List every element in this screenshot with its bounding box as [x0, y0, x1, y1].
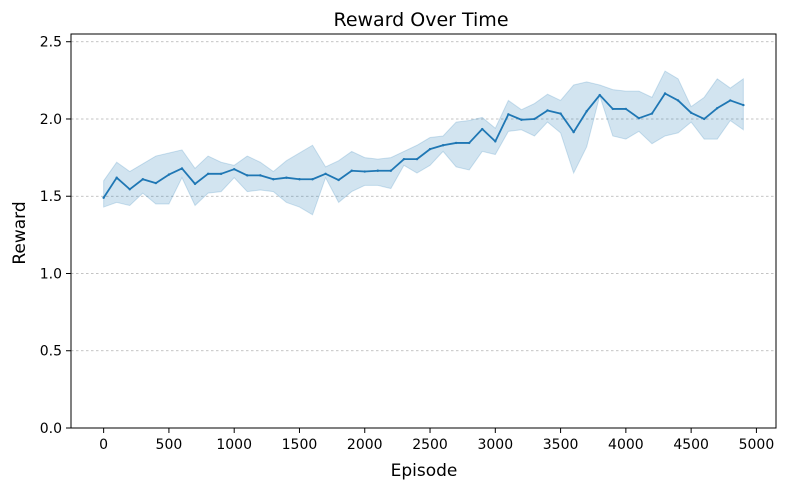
- data-points: [102, 92, 745, 199]
- data-point: [154, 181, 158, 185]
- x-tick-label: 3000: [477, 437, 513, 453]
- data-point: [311, 178, 314, 181]
- data-point: [115, 176, 118, 179]
- x-tick-label: 0: [99, 437, 108, 453]
- data-point: [376, 169, 380, 172]
- data-point: [259, 174, 262, 177]
- data-point: [702, 117, 706, 121]
- data-point: [494, 140, 497, 143]
- x-tick-label: 5000: [739, 437, 775, 453]
- x-tick-label: 4500: [673, 437, 709, 453]
- x-axis-title: Episode: [391, 461, 458, 481]
- x-tick-label: 1000: [216, 437, 252, 453]
- data-point: [559, 112, 562, 115]
- data-point: [246, 174, 249, 177]
- confidence-band: [103, 70, 744, 216]
- y-tick-label: 2.0: [40, 112, 62, 128]
- y-tick-label: 0.5: [40, 344, 62, 360]
- y-tick-label: 1.0: [40, 266, 62, 282]
- data-point: [285, 176, 288, 179]
- data-point: [611, 107, 615, 111]
- data-point: [324, 172, 327, 176]
- data-point: [598, 93, 601, 97]
- data-point: [415, 157, 419, 161]
- data-point: [350, 169, 353, 172]
- data-point: [454, 141, 458, 145]
- data-point: [624, 107, 628, 111]
- data-point: [428, 147, 432, 151]
- data-point: [441, 144, 445, 147]
- data-point: [389, 169, 393, 172]
- data-point: [467, 141, 471, 145]
- x-tick-label: 2500: [412, 437, 448, 453]
- data-point: [650, 112, 654, 115]
- data-point: [742, 103, 745, 107]
- chart-title: Reward Over Time: [333, 9, 508, 31]
- data-point: [507, 113, 510, 116]
- data-point: [402, 157, 406, 161]
- data-point: [102, 196, 105, 199]
- data-point: [716, 106, 719, 110]
- data-point: [637, 117, 641, 120]
- data-point: [272, 178, 275, 181]
- data-point: [180, 167, 184, 170]
- data-point: [337, 178, 340, 182]
- plot-frame: [70, 33, 777, 429]
- data-point: [546, 109, 549, 112]
- data-point: [298, 178, 301, 181]
- x-tick-label: 3500: [543, 437, 579, 453]
- y-tick-label: 1.5: [40, 189, 62, 205]
- data-point: [232, 167, 236, 171]
- x-axis-ticks: 0 500 1000 1500 2000 2500 3000 3500 4000 4500 5000: [99, 428, 774, 453]
- data-point: [572, 130, 575, 134]
- data-point: [676, 99, 680, 102]
- data-point: [663, 92, 667, 95]
- x-tick-label: 2000: [347, 437, 383, 453]
- x-tick-label: 500: [156, 437, 183, 453]
- x-tick-label: 4000: [608, 437, 644, 453]
- data-point: [481, 127, 484, 131]
- data-point: [363, 170, 366, 173]
- data-point: [193, 182, 197, 186]
- y-axis-ticks: 0.0 0.5 1.0 1.5 2.0 2.5: [40, 35, 71, 437]
- data-point: [585, 110, 588, 113]
- y-tick-label: 2.5: [40, 35, 62, 51]
- data-point: [128, 188, 131, 191]
- x-tick-label: 1500: [282, 437, 318, 453]
- mean-reward-line: [102, 92, 744, 199]
- data-point: [729, 99, 732, 102]
- data-point: [167, 173, 171, 176]
- y-axis-title: Reward: [10, 201, 30, 264]
- y-tick-label: 0.0: [40, 421, 62, 437]
- data-point: [219, 172, 223, 176]
- data-point: [141, 178, 145, 181]
- data-point: [206, 172, 210, 176]
- data-point: [520, 118, 523, 121]
- data-point: [689, 111, 693, 115]
- data-point: [533, 117, 536, 121]
